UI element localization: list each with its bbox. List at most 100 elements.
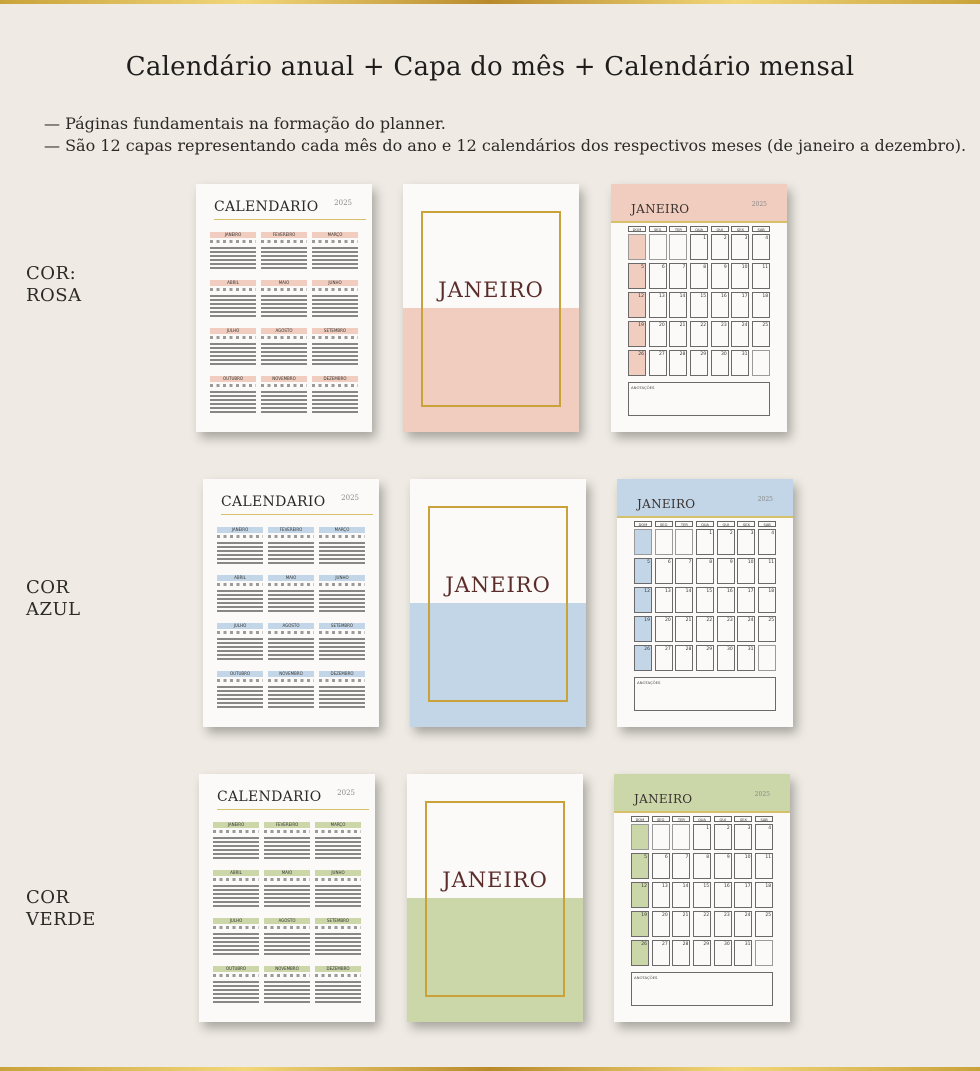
day-cell: 25 — [758, 616, 777, 642]
month-cover-page-verde: JANEIRO — [407, 774, 583, 1022]
day-cell: 21 — [672, 911, 691, 937]
weekday-header-row: DOM SEG TER QUA QUI SEX SAB — [631, 816, 774, 822]
annual-month-block: SETEMBRO — [312, 328, 358, 368]
day-cell: 15 — [696, 587, 715, 613]
annual-day-numbers — [264, 979, 310, 1005]
annual-month-block: JUNHO — [315, 870, 361, 910]
day-cell: 19 — [631, 911, 649, 937]
annual-weekday-row — [261, 288, 307, 291]
day-cell: 9 — [716, 558, 735, 584]
weekday-label: TER — [675, 521, 694, 527]
annual-weekday-row — [312, 336, 358, 339]
annual-month-header: NOVEMBRO — [264, 966, 310, 972]
annual-weekday-row — [261, 336, 307, 339]
annual-calendar-title: CALENDARIO — [214, 199, 319, 215]
day-cell: 2 — [710, 234, 729, 260]
annual-weekday-row — [261, 384, 307, 387]
weekday-label: QUA — [693, 816, 712, 822]
annual-month-block: SETEMBRO — [319, 623, 365, 663]
annual-calendar-title: CALENDARIO — [221, 494, 326, 510]
annual-month-header: ABRIL — [210, 280, 256, 286]
day-cell: 14 — [675, 587, 694, 613]
annual-month-header: MAIO — [264, 870, 310, 876]
gold-rule — [611, 221, 787, 223]
day-cell: 11 — [755, 853, 774, 879]
day-cell: 22 — [690, 321, 709, 347]
annual-month-block: FEVEREIRO — [261, 232, 307, 272]
annual-month-block: OUTUBRO — [217, 671, 263, 711]
annual-month-header: FEVEREIRO — [261, 232, 307, 238]
annual-day-numbers — [213, 835, 259, 861]
gold-rule — [214, 219, 366, 220]
row-label-verde: COR VERDE — [26, 887, 96, 931]
day-cell: 9 — [713, 853, 732, 879]
annual-weekday-row — [210, 384, 256, 387]
annual-month-block: MAIO — [261, 280, 307, 320]
annual-month-header: AGOSTO — [264, 918, 310, 924]
cover-month-title: JANEIRO — [445, 573, 551, 597]
day-cell: 14 — [669, 292, 688, 318]
day-cell — [651, 824, 670, 850]
day-cell: 17 — [731, 292, 750, 318]
annual-weekday-row — [213, 830, 259, 833]
annual-day-numbers — [210, 389, 256, 415]
day-cell: 20 — [648, 321, 667, 347]
annual-month-block: MARÇO — [312, 232, 358, 272]
annual-month-block: JULHO — [210, 328, 256, 368]
annual-day-numbers — [210, 245, 256, 271]
weekday-label: TER — [669, 226, 688, 232]
day-cell: 11 — [758, 558, 777, 584]
weekday-label: SEG — [651, 816, 670, 822]
annual-month-header: JULHO — [213, 918, 259, 924]
cover-gold-frame — [421, 211, 561, 407]
annual-month-block: MARÇO — [315, 822, 361, 862]
day-cell — [631, 824, 649, 850]
day-cell: 28 — [675, 645, 694, 671]
annual-calendar-year: 2025 — [334, 199, 352, 207]
day-cell — [648, 234, 667, 260]
annual-month-header: ABRIL — [217, 575, 263, 581]
day-cell: 16 — [716, 587, 735, 613]
day-cell — [752, 350, 771, 376]
annual-month-grid: JANEIRO FEVEREIRO MARÇO ABRIL MAIO JUNHO JULHO… — [213, 822, 367, 1006]
monthly-day-grid: 1 2 3 4 5 6 7 8 9 10 11 12 13 14 15 16 17 18 19 20 21 22 23 24 2… — [634, 529, 777, 671]
annual-weekday-row — [312, 288, 358, 291]
annual-day-numbers — [210, 293, 256, 319]
annual-day-numbers — [213, 883, 259, 909]
day-cell: 22 — [696, 616, 715, 642]
cover-month-title: JANEIRO — [438, 278, 544, 302]
weekday-label: SAB — [755, 816, 774, 822]
annual-month-block: NOVEMBRO — [268, 671, 314, 711]
day-cell: 16 — [710, 292, 729, 318]
annual-calendar-page-verde: CALENDARIO 2025 JANEIRO FEVEREIRO MARÇO ABRIL… — [199, 774, 375, 1022]
day-cell: 17 — [737, 587, 756, 613]
day-cell — [758, 645, 777, 671]
weekday-label: QUI — [713, 816, 732, 822]
annual-weekday-row — [213, 974, 259, 977]
row-label-line1: COR: — [26, 263, 77, 284]
annual-weekday-row — [312, 240, 358, 243]
row-label-rosa: COR: ROSA — [26, 263, 82, 307]
annual-month-block: AGOSTO — [261, 328, 307, 368]
notes-label: ANOTAÇÕES — [631, 385, 655, 390]
annual-month-block: JULHO — [217, 623, 263, 663]
weekday-header-row: DOM SEG TER QUA QUI SEX SAB — [634, 521, 777, 527]
day-cell: 22 — [693, 911, 712, 937]
annual-day-numbers — [264, 931, 310, 957]
cover-color-band — [403, 308, 579, 432]
day-cell: 24 — [737, 616, 756, 642]
annual-weekday-row — [268, 535, 314, 538]
cover-gold-frame — [428, 506, 568, 702]
day-cell: 26 — [631, 940, 649, 966]
annual-month-block: OUTUBRO — [210, 376, 256, 416]
annual-month-header: FEVEREIRO — [268, 527, 314, 533]
annual-month-block: AGOSTO — [264, 918, 310, 958]
monthly-header-band — [617, 479, 793, 516]
weekday-label: SAB — [758, 521, 777, 527]
day-cell — [669, 234, 688, 260]
day-cell: 13 — [648, 292, 667, 318]
day-cell: 23 — [713, 911, 732, 937]
annual-day-numbers — [315, 883, 361, 909]
annual-weekday-row — [268, 679, 314, 682]
annual-month-block: ABRIL — [217, 575, 263, 615]
